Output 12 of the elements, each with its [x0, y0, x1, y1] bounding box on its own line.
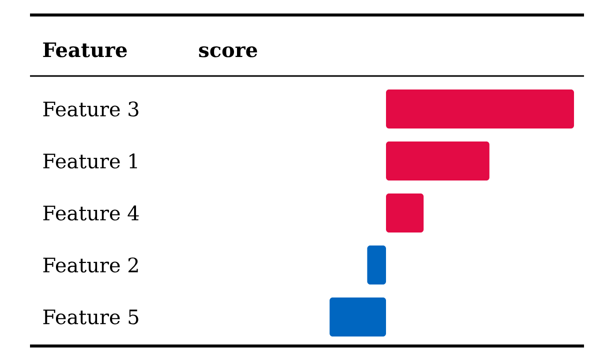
bar [386, 194, 424, 233]
bar [386, 142, 490, 181]
y-tick-label: Feature 3 [43, 101, 138, 117]
y-tick-label: Feature 2 [43, 257, 138, 273]
bar [367, 246, 386, 285]
y-tick-label: Feature 1 [43, 153, 137, 169]
y-tick-label: Feature 4 [43, 205, 139, 221]
text: score [199, 46, 258, 58]
y-tick-label: Feature 5 [43, 310, 138, 324]
text: Feature [43, 42, 127, 58]
bar [386, 90, 574, 129]
bar [330, 298, 386, 337]
